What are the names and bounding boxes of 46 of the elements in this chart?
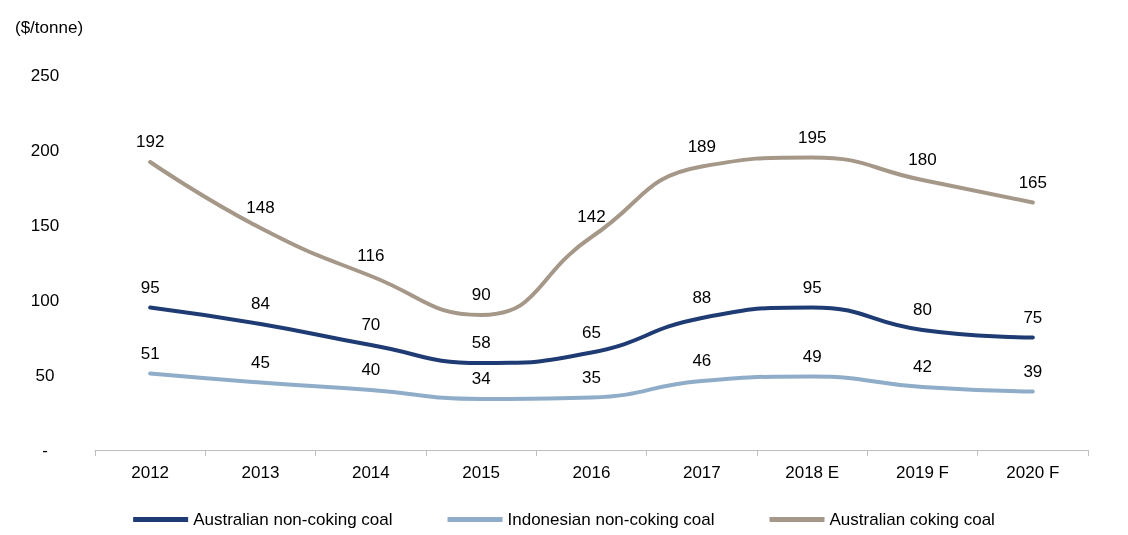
x-tick-label: 2020 F <box>1006 463 1060 482</box>
data-label: 189 <box>687 136 717 156</box>
data-label: 65 <box>582 322 601 342</box>
y-tick-label: 50 <box>35 365 55 385</box>
y-tick-label: 250 <box>30 65 60 85</box>
data-label: 42 <box>913 357 932 376</box>
y-tick-label: 200 <box>30 140 60 160</box>
data-label: 46 <box>692 351 712 370</box>
data-label: 34 <box>471 369 491 388</box>
x-tick-label: 2017 <box>682 463 721 482</box>
data-label: 142 <box>577 207 606 226</box>
data-label: 90 <box>471 285 491 304</box>
x-tick-label: 2012 <box>131 463 170 482</box>
data-label: 35 <box>582 367 601 387</box>
x-tick-label: 2016 <box>572 463 611 482</box>
data-label: 39 <box>1023 361 1043 381</box>
data-label: 58 <box>471 333 491 352</box>
data-label: 95 <box>140 277 160 297</box>
y-tick-label: 100 <box>30 290 60 310</box>
data-label: 40 <box>361 360 381 379</box>
data-label: 148 <box>246 198 275 217</box>
data-label: 180 <box>908 150 937 169</box>
data-label: 95 <box>802 277 822 297</box>
y-tick-label: - <box>42 440 48 460</box>
legend-label: Australian non-coking coal <box>193 510 393 529</box>
data-label: 195 <box>797 127 827 147</box>
data-label: 70 <box>361 315 381 334</box>
legend-label: Australian coking coal <box>829 510 995 529</box>
data-label: 192 <box>135 132 165 151</box>
x-tick-label: 2015 <box>462 463 501 482</box>
data-label: 80 <box>913 300 932 319</box>
x-tick-label: 2014 <box>351 463 390 482</box>
data-label: 165 <box>1018 172 1048 192</box>
data-label: 116 <box>357 246 385 265</box>
data-label: 51 <box>140 343 160 363</box>
x-tick-label: 2018 E <box>785 463 840 482</box>
y-tick-label: 150 <box>30 215 60 235</box>
data-label: 88 <box>692 288 712 307</box>
data-label: 45 <box>251 352 270 372</box>
x-tick-label: 2019 F <box>896 463 949 482</box>
x-tick-label: 2013 <box>241 463 280 482</box>
data-label: 75 <box>1023 307 1043 327</box>
data-label: 84 <box>251 294 270 313</box>
legend-label: Indonesian non-coking coal <box>507 510 715 529</box>
data-label: 49 <box>802 346 822 366</box>
y-axis-title: ($/tonne) <box>15 18 84 37</box>
